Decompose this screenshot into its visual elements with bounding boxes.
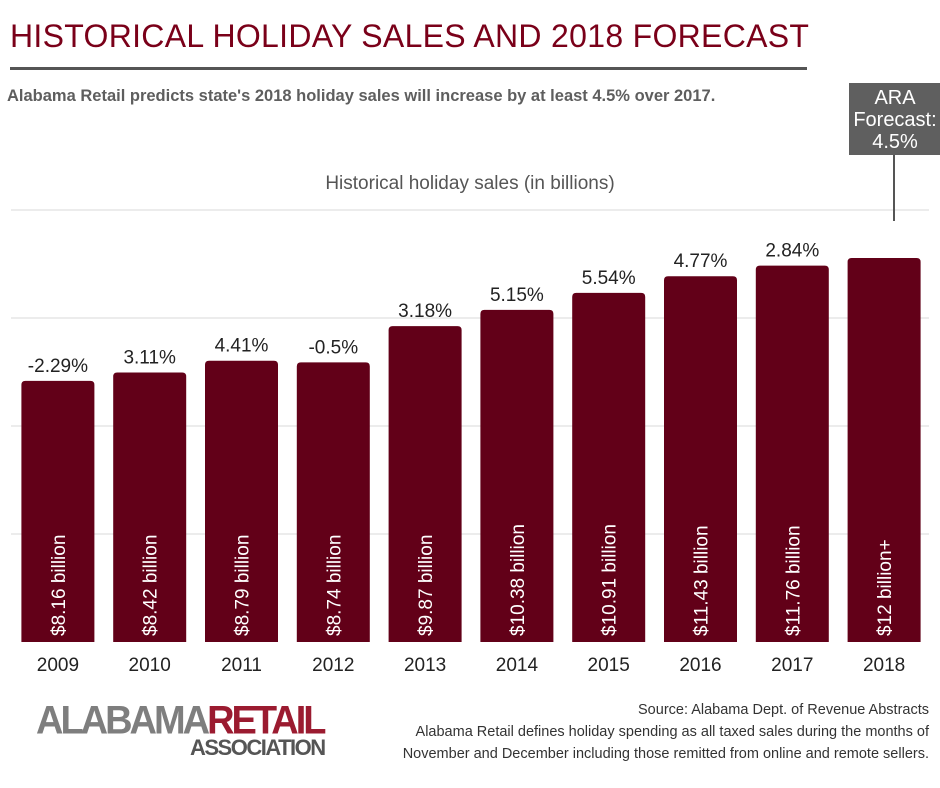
x-tick-2013: 2013: [404, 655, 446, 676]
callout-line-3: 4.5%: [872, 131, 918, 153]
bar-2018: [847, 258, 921, 642]
x-tick-2017: 2017: [771, 655, 813, 676]
forecast-callout: ARA Forecast: 4.5%: [849, 83, 940, 155]
subtitle: Alabama Retail predicts state's 2018 hol…: [7, 87, 716, 105]
page-title: HISTORICAL HOLIDAY SALES AND 2018 FORECA…: [10, 18, 810, 54]
value-label-2015: $10.91 billion: [600, 524, 621, 636]
x-tick-2018: 2018: [863, 655, 905, 676]
value-label-2012: $8.74 billion: [324, 535, 345, 636]
bar-2011: [205, 360, 278, 642]
bar-2014: [480, 309, 554, 642]
change-label-2013: 3.18%: [398, 301, 452, 322]
bar-2009: [21, 380, 95, 642]
change-label-2011: 4.41%: [215, 336, 269, 357]
title-divider: [10, 67, 807, 70]
value-label-2009: $8.16 billion: [49, 535, 70, 636]
value-label-2014: $10.38 billion: [508, 524, 529, 636]
definition-note-1: Alabama Retail defines holiday spending …: [415, 724, 929, 740]
bar-2012: [296, 362, 370, 642]
value-label-2018: $12 billion+: [875, 539, 896, 636]
logo-word-retail: RETAIL: [207, 698, 326, 744]
bars: -2.29% $8.16 billion 2009 3.11% $8.42 billio…: [21, 241, 921, 676]
chart-title: Historical holiday sales (in billions): [325, 173, 614, 194]
value-label-2011: $8.79 billion: [233, 535, 254, 636]
x-tick-2014: 2014: [496, 655, 539, 676]
change-label-2014: 5.15%: [490, 285, 544, 306]
bar-2010: [113, 372, 187, 642]
definition-note-2: November and December including those re…: [402, 746, 929, 762]
x-tick-2010: 2010: [129, 655, 171, 676]
value-label-2016: $11.43 billion: [692, 525, 713, 636]
change-label-2009: -2.29%: [28, 356, 88, 377]
footer-notes: Source: Alabama Dept. of Revenue Abstrac…: [403, 699, 929, 765]
x-tick-2015: 2015: [588, 655, 630, 676]
logo-word-association: ASSOCIATION: [190, 735, 326, 760]
change-label-2015: 5.54%: [582, 268, 636, 289]
change-label-2010: 3.11%: [123, 348, 176, 369]
source-note: Source: Alabama Dept. of Revenue Abstrac…: [638, 702, 929, 718]
value-label-2017: $11.76 billion: [783, 525, 804, 636]
logo-word-alabama: ALABAMA: [36, 698, 210, 744]
value-label-2010: $8.42 billion: [141, 535, 162, 636]
change-label-2017: 2.84%: [765, 241, 819, 262]
bar-2013: [388, 326, 462, 642]
bar-chart: Historical holiday sales (in billions) -…: [11, 155, 929, 676]
bar-2015: [572, 292, 646, 642]
x-tick-2016: 2016: [679, 655, 721, 676]
bar-2017: [755, 265, 829, 642]
change-label-2012: -0.5%: [308, 337, 358, 358]
x-tick-2011: 2011: [221, 655, 262, 676]
change-label-2016: 4.77%: [674, 251, 728, 272]
callout-line-1: ARA: [874, 87, 916, 109]
x-tick-2009: 2009: [37, 655, 79, 676]
bar-2016: [664, 276, 737, 642]
x-tick-2012: 2012: [312, 655, 354, 676]
callout-line-2: Forecast:: [853, 109, 937, 131]
ara-logo: ALABAMARETAIL ASSOCIATION: [36, 698, 336, 760]
value-label-2013: $9.87 billion: [416, 535, 437, 636]
